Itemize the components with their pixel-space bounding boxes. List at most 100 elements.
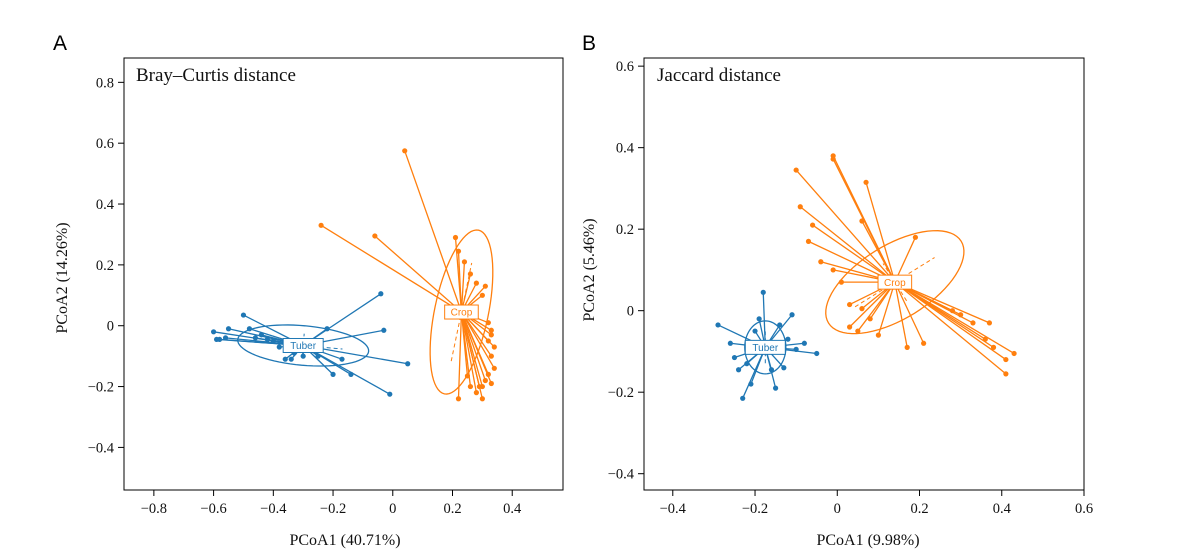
- panel-b-crop-point: [847, 301, 853, 308]
- panel-a-crop-point: [485, 371, 491, 377]
- panel-b-x-tick-label: −0.4: [660, 501, 687, 517]
- panel-a-tuber-point: [405, 361, 411, 367]
- panel-b-x-tick-label: −0.2: [742, 501, 768, 517]
- panel-a-crop-point: [488, 380, 494, 387]
- panel-b-y-tick-label: 0.2: [616, 222, 634, 238]
- panel-a-y-tick-label: 0: [107, 319, 114, 335]
- panel-a-crop-spoke: [460, 261, 466, 313]
- panel-b-tuber-point: [740, 395, 746, 401]
- panel-b-crop-point: [797, 204, 803, 210]
- panel-b-crop-point: [912, 234, 919, 240]
- panel-a-tuber-point: [225, 326, 232, 332]
- panel-b-crop-point: [847, 324, 853, 330]
- panel-b-y-tick-label: 0.4: [616, 141, 635, 157]
- panel-b-y-axis-title: PCoA2 (5.46%): [581, 218, 598, 321]
- panel-a-crop-spoke: [460, 311, 495, 369]
- panel-b-crop-spoke: [812, 224, 896, 283]
- panel-b-crop-point: [863, 179, 869, 185]
- panel-a-tuber-point: [210, 329, 217, 335]
- panel-b-crop-point: [921, 340, 927, 346]
- panel-b-crop-point: [1003, 356, 1009, 363]
- panel-a-crop-point: [467, 271, 474, 277]
- panel-b-crop-point: [1011, 350, 1017, 357]
- panel-b-series-tuber: Tuber: [715, 289, 820, 401]
- panel-b-plot: −0.4 −0.2 0 0.2 0.4 0.6 −0.4 −0.2 0 0.2 0.4 0.6 Tube…: [608, 57, 1093, 517]
- panel-a-crop-point: [491, 344, 497, 350]
- panel-a-crop-point: [318, 222, 324, 228]
- panel-b-crop-point: [904, 344, 910, 350]
- panel-a-crop-point: [455, 248, 462, 254]
- panel-b-crop-point: [818, 259, 824, 265]
- panel-a-y-tick-label: −0.4: [88, 440, 115, 456]
- panel-a-title: Bray–Curtis distance: [136, 65, 296, 86]
- panel-b-tuber-point: [793, 346, 799, 352]
- panel-a-x-tick-label: 0: [389, 501, 396, 517]
- panel-a-crop-spoke: [404, 150, 463, 313]
- panel-a-crop-point: [455, 396, 462, 402]
- panel-a-crop-point: [488, 327, 494, 333]
- panel-a-crop-ellipse: [429, 229, 494, 395]
- panel-a-tuber-point: [252, 335, 259, 341]
- panel-a-x-tick-label: −0.4: [260, 501, 287, 517]
- panel-a-x-tick-label: 0.4: [503, 501, 522, 517]
- panel-a-crop-point: [473, 390, 479, 396]
- panel-b-y-tick-label: 0.6: [616, 59, 634, 75]
- panel-b-crop-label: Crop: [884, 278, 906, 289]
- panel-b-crop-point: [805, 238, 812, 244]
- panel-b-crop-point: [875, 332, 881, 338]
- panel-b-tuber-point: [735, 367, 742, 373]
- panel-a-x-axis-title: PCoA1 (40.71%): [289, 532, 400, 549]
- panel-a-x-tick-label: 0.2: [443, 501, 461, 517]
- panel-a-tuber-point: [264, 336, 270, 343]
- panel-a-tuber-point: [324, 326, 330, 332]
- panel-a-x-tick-label: −0.8: [141, 501, 167, 517]
- panel-b-tuber-point: [727, 340, 733, 346]
- panel-b-crop-point: [958, 312, 964, 318]
- panel-b-crop-point: [867, 316, 873, 322]
- panel-a-crop-point: [464, 373, 471, 379]
- panel-a-crop-point: [479, 292, 485, 298]
- panel-b-crop-spoke: [894, 281, 1007, 375]
- panel-a-crop-spoke: [457, 251, 463, 313]
- panel-b-crop-label-box: [877, 274, 913, 290]
- panel-a-x-tick-label: −0.6: [200, 501, 226, 517]
- panel-b-x-tick-label: 0.6: [1075, 501, 1093, 517]
- panel-b-tuber-ellipse: [744, 320, 787, 375]
- panel-b-tuber-point: [781, 365, 787, 371]
- panel-b-tuber-point: [772, 385, 779, 391]
- panel-a-crop-spoke: [460, 311, 492, 384]
- panel-b-crop-point: [990, 344, 997, 350]
- panel-a-y-tick-label: 0.8: [96, 75, 114, 91]
- panel-b-x-tick-label: 0.4: [993, 501, 1012, 517]
- panel-a-tuber-ellipse-axis: [263, 341, 343, 350]
- panel-b-crop-point: [830, 156, 836, 162]
- panel-b-tuber-point: [768, 367, 775, 373]
- panel-a-crop-point: [488, 332, 494, 338]
- panel-a-tuber-point: [381, 327, 387, 333]
- panel-b-tuber-point: [777, 322, 783, 328]
- panel-b-crop-point: [982, 336, 988, 342]
- panel-a-frame: [123, 57, 564, 491]
- panel-a-crop-point: [452, 234, 459, 241]
- panel-b-crop-point: [855, 328, 861, 334]
- panel-a-crop-point: [485, 320, 491, 326]
- panel-a-series-crop: Crop: [318, 148, 497, 402]
- panel-b-x-axis-title: PCoA1 (9.98%): [816, 532, 919, 549]
- panel-b-tuber-point: [756, 316, 762, 322]
- panel-a-tuber-point: [288, 356, 294, 362]
- panel-a-crop-point: [485, 338, 491, 344]
- panel-a-x-tick-label: −0.2: [320, 501, 346, 517]
- panel-b-tuber-point: [744, 361, 750, 367]
- panel-b-crop-ellipse: [825, 230, 965, 335]
- panel-a-y-tick-label: 0.4: [96, 197, 115, 213]
- panel-b-tuber-label: Tuber: [752, 343, 778, 354]
- panel-b-tuber-point: [801, 340, 807, 346]
- panel-a-crop-point: [491, 365, 497, 371]
- panel-b-tuber-point: [760, 289, 766, 295]
- panel-b-crop-point: [793, 167, 799, 173]
- panel-b-y-tick-label: 0: [627, 304, 634, 320]
- panel-b-crop-spoke: [865, 182, 896, 283]
- panel-a-tuber-point: [348, 371, 354, 377]
- panel-b-frame: [643, 57, 1085, 491]
